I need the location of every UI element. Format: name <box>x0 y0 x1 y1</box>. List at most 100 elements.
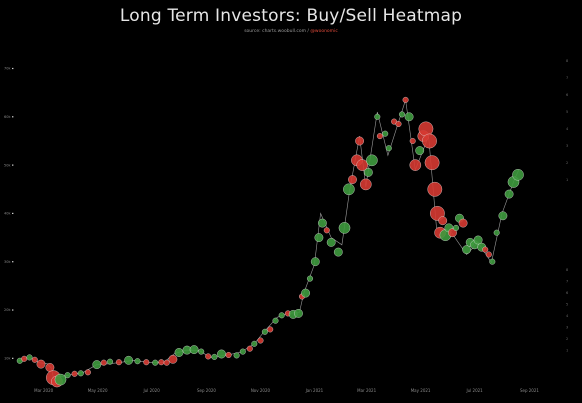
sell-bubble <box>21 355 28 362</box>
bubble-layer <box>16 96 524 388</box>
y-tick-mark <box>12 116 14 118</box>
sell-bubble <box>359 178 372 191</box>
buy-bubble <box>251 340 258 347</box>
buy-bubble <box>301 288 311 298</box>
buy-bubble <box>366 154 378 167</box>
x-tick-label: Jul 2021 <box>465 388 483 393</box>
sell-bubble <box>409 159 422 171</box>
buy-bubble <box>452 224 460 231</box>
buy-bubble <box>106 358 114 365</box>
buy-bubble <box>326 237 336 247</box>
sell-bubble <box>143 359 150 366</box>
y-tick-mark <box>12 357 14 359</box>
price-line <box>17 99 520 384</box>
x-tick-label: Sep 2021 <box>520 388 539 393</box>
buy-bubble <box>415 146 425 156</box>
sell-bubble <box>36 359 46 369</box>
sell-bubble <box>225 351 232 359</box>
sell-bubble <box>348 175 357 185</box>
right-tick-label-upper: 5 <box>566 110 568 114</box>
y-tick-mark <box>12 212 14 215</box>
x-tick-label: May 2020 <box>88 388 108 393</box>
buy-bubble <box>306 275 314 282</box>
sell-bubble <box>163 359 170 366</box>
buy-bubble <box>404 112 414 122</box>
right-tick-label-lower: 4 <box>566 314 569 318</box>
x-tick-label: Mar 2020 <box>34 388 53 393</box>
sell-bubble <box>356 159 369 171</box>
buy-bubble <box>239 348 246 355</box>
y-tick-mark <box>12 261 14 263</box>
sell-bubble <box>205 353 212 360</box>
buy-bubble <box>343 183 355 196</box>
right-tick-label-upper: 8 <box>566 59 568 63</box>
y-tick-label: 40k <box>4 212 11 216</box>
sell-bubble <box>355 136 365 146</box>
source-label: source: charts.woobull.com / <box>244 29 309 34</box>
y-tick-mark <box>12 164 14 166</box>
right-axis: 8 7 6 5 4 3 2 1 8 7 6 5 4 3 2 1 <box>566 59 569 353</box>
right-tick-label-upper: 1 <box>566 178 568 182</box>
right-tick-label-upper: 3 <box>566 144 568 148</box>
buy-bubble <box>233 352 240 359</box>
buy-bubble <box>398 111 406 118</box>
sell-bubble <box>376 133 383 140</box>
y-tick-label: 30k <box>4 260 11 264</box>
x-tick-label: Nov 2020 <box>251 388 271 393</box>
buy-bubble <box>374 113 381 120</box>
buy-bubble <box>317 218 327 228</box>
buy-bubble <box>314 233 324 243</box>
buy-bubble <box>489 258 496 265</box>
chart-source: source: charts.woobull.com / @woonomic <box>0 29 582 34</box>
buy-bubble <box>92 360 102 370</box>
buy-bubble <box>77 370 84 377</box>
right-tick-label-lower: 5 <box>566 303 568 307</box>
sell-bubble <box>115 359 122 366</box>
buy-bubble <box>189 345 199 355</box>
sell-bubble <box>482 246 489 253</box>
y-tick-mark <box>12 67 14 70</box>
buy-bubble <box>385 145 392 152</box>
right-tick-label-upper: 4 <box>566 127 569 131</box>
buy-bubble <box>493 229 500 236</box>
x-tick-label: Jul 2020 <box>142 388 160 393</box>
sell-bubble <box>422 133 437 149</box>
x-tick-label: Jan 2021 <box>305 388 324 393</box>
buy-bubble <box>124 355 134 365</box>
source-handle: @woonomic <box>310 29 338 34</box>
buy-bubble <box>272 317 279 324</box>
x-tick-label: Sep 2020 <box>197 388 216 393</box>
buy-bubble <box>294 308 303 318</box>
buy-bubble <box>473 235 483 245</box>
sell-bubble <box>31 356 38 363</box>
buy-bubble <box>152 359 159 366</box>
buy-bubble <box>54 373 67 386</box>
x-tick-label: Mar 2021 <box>357 388 376 393</box>
sell-bubble <box>158 359 165 366</box>
buy-bubble <box>261 328 268 335</box>
buy-bubble <box>363 167 373 177</box>
buy-bubble <box>278 312 285 319</box>
buy-bubble <box>211 353 218 360</box>
y-tick-mark <box>12 309 14 311</box>
y-tick-label: 70k <box>4 67 11 71</box>
sell-bubble <box>438 216 448 226</box>
right-tick-label-lower: 6 <box>566 291 568 295</box>
buy-bubble <box>504 189 514 199</box>
right-tick-label-upper: 2 <box>566 161 568 165</box>
sell-bubble <box>71 370 78 377</box>
sell-bubble <box>168 354 178 364</box>
price-line-layer <box>17 99 520 384</box>
sell-bubble <box>267 326 274 333</box>
sell-bubble <box>257 337 264 344</box>
sell-bubble <box>427 181 443 197</box>
sell-bubble <box>458 218 468 228</box>
right-tick-label-upper: 7 <box>566 76 568 80</box>
sell-bubble <box>485 251 492 258</box>
buy-bubble <box>333 247 343 257</box>
buy-bubble <box>462 245 472 255</box>
x-axis: Mar 2020 May 2020 Jul 2020 Sep 2020 Nov 2020… <box>34 388 539 393</box>
buy-bubble <box>217 349 226 359</box>
